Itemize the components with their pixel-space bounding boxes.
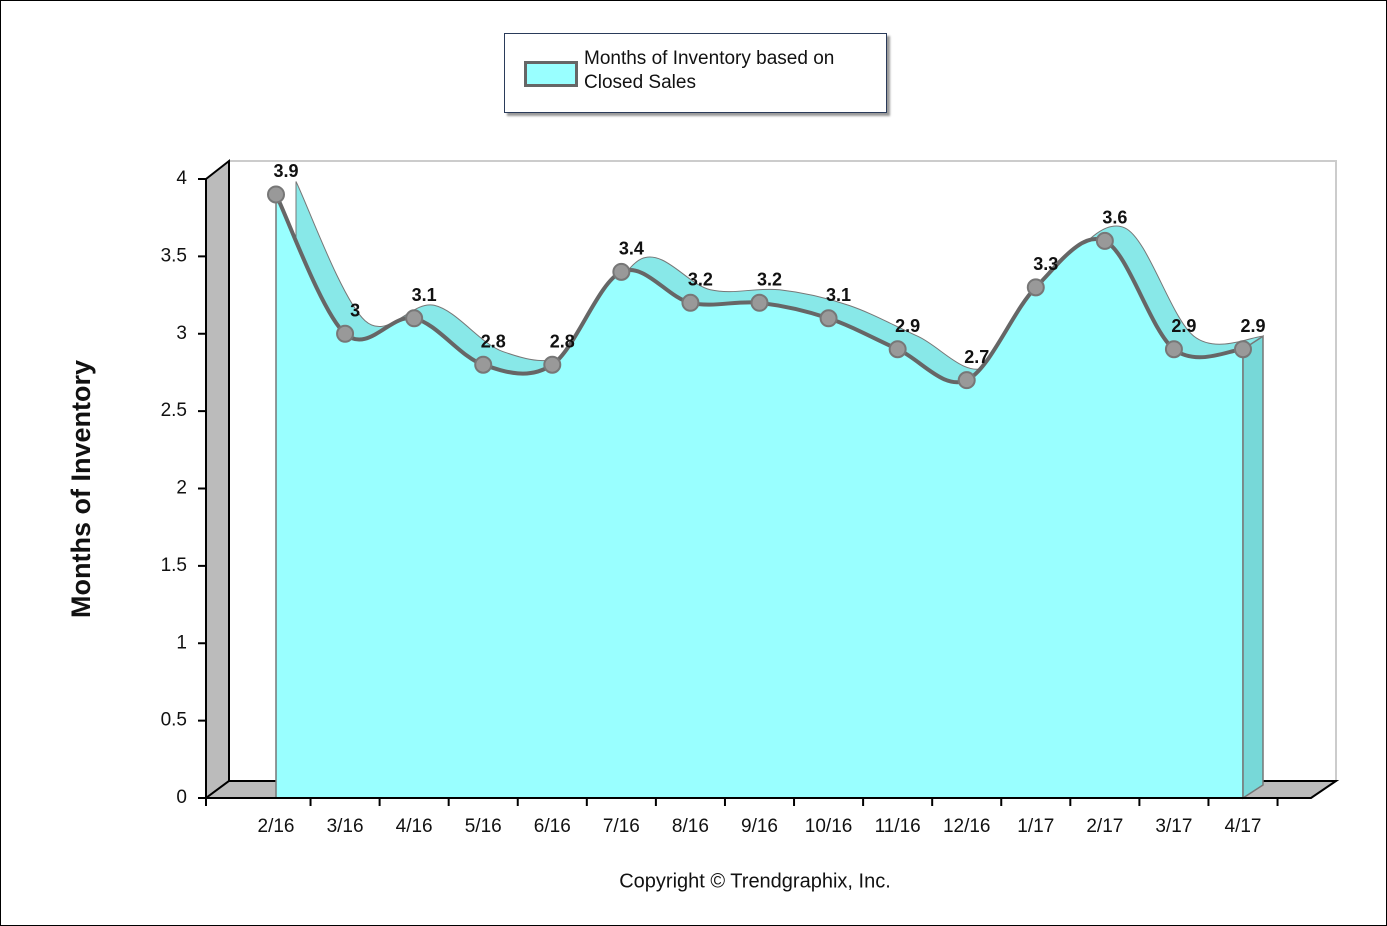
y-tick-label: 3.5 (161, 245, 187, 266)
legend: Months of Inventory based on Closed Sale… (504, 33, 887, 113)
side-wall (205, 158, 230, 800)
marker (681, 293, 700, 312)
y-tick-label: 1 (176, 632, 187, 653)
data-label: 3.2 (688, 270, 713, 290)
x-tick-label: 10/16 (805, 816, 853, 837)
marker (750, 293, 769, 312)
marker (474, 355, 493, 374)
data-label: 2.9 (895, 316, 920, 336)
legend-label: Months of Inventory based on Closed Sale… (584, 48, 835, 93)
y-tick-label: 3 (176, 323, 187, 344)
x-tick-label: 11/16 (875, 816, 921, 837)
marker (888, 340, 907, 359)
x-tick-label: 6/16 (534, 816, 571, 837)
marker (957, 371, 976, 390)
marker (405, 309, 424, 328)
data-label: 3.2 (757, 270, 782, 290)
data-label: 3.4 (619, 239, 644, 259)
y-tick-label: 1.5 (161, 555, 187, 576)
data-label: 2.9 (1171, 316, 1196, 336)
data-label: 3.1 (412, 285, 437, 305)
area-side (1242, 334, 1264, 800)
x-tick-label: 2/17 (1086, 816, 1123, 837)
x-tick-label: 12/16 (943, 816, 991, 837)
data-label: 3.1 (826, 285, 851, 305)
x-tick-label: 7/16 (603, 816, 640, 837)
marker (1234, 340, 1252, 359)
data-label: 3.6 (1102, 208, 1127, 228)
x-tick-label: 9/16 (741, 816, 778, 837)
data-label: 3.9 (273, 161, 298, 181)
legend-swatch (524, 61, 578, 87)
x-tick-label: 4/16 (396, 816, 433, 837)
y-tick-label: 0.5 (161, 710, 187, 731)
marker (612, 262, 631, 281)
marker (819, 309, 838, 328)
marker (1026, 278, 1045, 297)
data-label: 3.3 (1033, 254, 1058, 274)
x-tick-label: 4/17 (1225, 816, 1262, 837)
marker (267, 185, 285, 204)
x-tick-label: 3/17 (1155, 816, 1192, 837)
data-label: 3 (350, 301, 360, 321)
data-label: 2.9 (1240, 316, 1265, 336)
y-tick-label: 4 (176, 168, 187, 189)
marker (543, 355, 562, 374)
y-axis-title: Months of Inventory (66, 360, 96, 618)
marker (1164, 340, 1183, 359)
data-label: 2.8 (550, 331, 575, 351)
caption: Copyright © Trendgraphix, Inc. (619, 870, 891, 892)
plot: 3.9 3 3.1 2.8 2.8 3.4 3.2 3.2 3.1 2.9 2.7 3.3 3.6 2.9… (267, 161, 1266, 800)
x-tick-label: 3/16 (327, 816, 364, 837)
y-tick-label: 2 (176, 478, 187, 499)
marker (336, 324, 355, 343)
y-tick-label: 0 (176, 787, 187, 808)
x-tick-label: 5/16 (465, 816, 502, 837)
data-label: 2.7 (964, 347, 989, 367)
x-tick-label: 8/16 (672, 816, 709, 837)
data-label: 2.8 (481, 331, 506, 351)
x-tick-label: 2/16 (258, 816, 295, 837)
x-tick-label: 1/17 (1017, 816, 1054, 837)
marker (1095, 231, 1114, 250)
y-tick-label: 2.5 (161, 400, 187, 421)
